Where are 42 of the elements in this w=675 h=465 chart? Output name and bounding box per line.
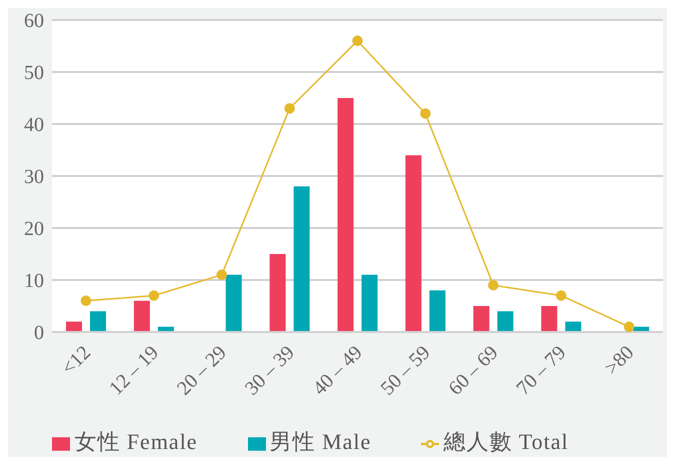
bar (497, 311, 514, 332)
y-tick-label: 50 (24, 62, 44, 84)
point (488, 280, 499, 290)
bar (66, 322, 82, 332)
point (352, 36, 363, 46)
x-tick-label: 50 – 59 (376, 342, 435, 400)
bar (294, 186, 310, 332)
bar (134, 300, 150, 332)
bar (90, 311, 106, 332)
point (556, 290, 566, 301)
bar (362, 274, 378, 332)
x-tick-label: 70 – 79 (512, 342, 570, 400)
bar (226, 274, 242, 332)
legend-label: 女性 Female (74, 429, 198, 454)
y-tick-label: 0 (34, 322, 44, 344)
point (148, 290, 160, 301)
y-tick-label: 60 (24, 10, 44, 32)
bar (338, 98, 354, 332)
legend-label: 總人數 Total (443, 429, 569, 454)
x-tick-label: 30 – 39 (240, 342, 299, 400)
bar (541, 306, 558, 332)
point (624, 322, 634, 332)
bar (429, 290, 446, 332)
bar (565, 322, 582, 332)
point (80, 296, 92, 306)
x-tick-label: <12 (57, 342, 96, 380)
y-tick-label: 20 (24, 218, 44, 240)
point (420, 108, 431, 119)
x-tick-label: 20 – 29 (172, 342, 231, 400)
x-tick-label: 40 – 49 (308, 342, 367, 400)
x-tick-label: 12 – 19 (105, 342, 164, 400)
legend-label: 男性 Male (270, 429, 372, 454)
bar (405, 155, 422, 332)
x-tick-label: >80 (600, 342, 638, 380)
bar (473, 306, 490, 332)
point (284, 103, 295, 114)
x-tick-label: 60 – 69 (444, 342, 502, 400)
y-tick-label: 10 (24, 270, 44, 292)
bar (270, 254, 286, 332)
point (216, 270, 227, 280)
y-tick-label: 40 (24, 114, 44, 136)
y-tick-label: 30 (24, 166, 44, 188)
